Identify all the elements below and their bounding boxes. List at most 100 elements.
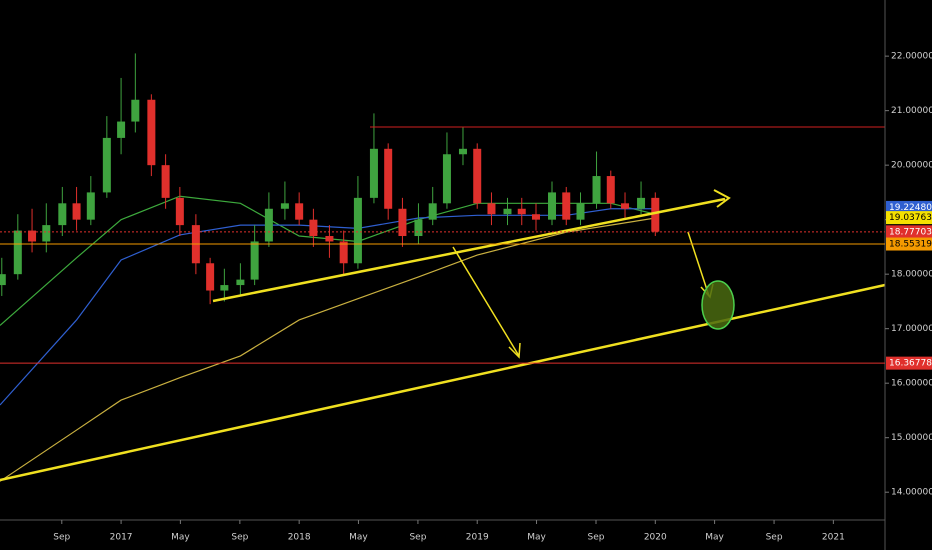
candle xyxy=(576,192,585,226)
candle-body xyxy=(250,241,259,280)
candle-body xyxy=(473,148,482,204)
y-tick-label: 20.00000 xyxy=(891,161,932,171)
candle xyxy=(58,186,67,237)
candle-body xyxy=(487,203,496,215)
y-tick-label: 14.00000 xyxy=(891,488,932,498)
candle xyxy=(398,197,407,247)
candle xyxy=(325,225,334,258)
trend-line xyxy=(212,197,726,303)
price-label: 18.55319 xyxy=(889,240,932,250)
candle-body xyxy=(86,192,95,220)
candle xyxy=(175,186,184,237)
candle-body xyxy=(606,176,615,204)
candle-body xyxy=(13,230,22,275)
candle-body xyxy=(42,225,51,242)
candle xyxy=(428,186,437,226)
candle-body xyxy=(384,148,393,209)
candle-body xyxy=(280,203,289,209)
candle-body xyxy=(651,197,660,232)
candle-body xyxy=(325,236,334,242)
candle-body xyxy=(175,197,184,226)
candle-body xyxy=(414,219,423,237)
candle xyxy=(637,181,646,215)
x-tick-label: Sep xyxy=(766,533,783,543)
candle xyxy=(236,263,245,296)
candle xyxy=(117,77,126,155)
candle xyxy=(592,151,601,209)
candle-body xyxy=(131,99,140,122)
candle-body xyxy=(517,208,526,215)
candle xyxy=(72,186,81,231)
price-label: 18.77703 xyxy=(889,227,932,237)
price-label: 19.03763 xyxy=(889,213,932,223)
candle xyxy=(548,181,557,226)
candle xyxy=(131,53,140,133)
candle xyxy=(250,225,259,286)
x-tick-label: May xyxy=(527,533,546,543)
candle-body xyxy=(398,208,407,237)
candle xyxy=(0,257,6,296)
moving-average xyxy=(0,217,656,482)
candle xyxy=(531,203,540,231)
candle xyxy=(353,176,362,269)
candle-body xyxy=(576,203,585,220)
price-label: 16.36778 xyxy=(889,359,932,369)
candle xyxy=(339,230,348,275)
candle xyxy=(414,203,423,245)
x-tick-label: Sep xyxy=(231,533,248,543)
candle-body xyxy=(458,148,467,155)
price-label-box xyxy=(886,356,932,370)
x-tick-label: 2018 xyxy=(288,533,311,543)
candle-body xyxy=(58,203,67,226)
candle-body xyxy=(428,203,437,220)
candle-body xyxy=(0,274,6,286)
candle-body xyxy=(369,148,378,198)
y-tick-label: 16.00000 xyxy=(891,379,932,389)
arrow-head xyxy=(508,342,521,359)
candle xyxy=(562,186,571,226)
candle xyxy=(458,127,467,166)
y-tick-label: 17.00000 xyxy=(891,324,932,334)
candle-body xyxy=(147,99,156,166)
candle-body xyxy=(117,121,126,138)
candle xyxy=(309,208,318,247)
candle xyxy=(473,143,482,209)
candle xyxy=(651,192,660,237)
candle xyxy=(384,143,393,220)
trend-line xyxy=(0,283,886,482)
candle-body xyxy=(295,203,304,220)
candle-body xyxy=(220,285,229,291)
x-tick-label: Sep xyxy=(409,533,426,543)
x-tick-label: May xyxy=(171,533,190,543)
candle-body xyxy=(102,137,111,193)
x-tick-label: 2019 xyxy=(466,533,489,543)
candle-body xyxy=(161,165,170,198)
candle-body xyxy=(548,192,557,220)
x-tick-label: 2020 xyxy=(644,533,667,543)
x-tick-label: 2021 xyxy=(822,533,845,543)
price-label: 19.22480 xyxy=(889,203,932,213)
candle xyxy=(264,192,273,247)
y-tick-label: 15.00000 xyxy=(891,433,932,443)
candle xyxy=(28,208,37,253)
y-tick-label: 22.00000 xyxy=(891,52,932,62)
candle xyxy=(102,116,111,198)
candle xyxy=(13,214,22,280)
candle xyxy=(220,268,229,302)
candle xyxy=(442,132,451,209)
candle-body xyxy=(531,214,540,220)
x-tick-label: May xyxy=(349,533,368,543)
candle-body xyxy=(637,197,646,209)
candle xyxy=(487,192,496,226)
price-label-box xyxy=(886,211,932,225)
x-tick-label: May xyxy=(705,533,724,543)
candle xyxy=(147,94,156,177)
x-tick-label: 2017 xyxy=(110,533,133,543)
y-tick-label: 18.00000 xyxy=(891,270,932,280)
price-label-box xyxy=(886,200,932,214)
candle-body xyxy=(562,192,571,220)
candle-body xyxy=(206,263,215,291)
candle xyxy=(206,257,215,305)
drawings xyxy=(0,126,886,482)
candle xyxy=(161,154,170,209)
